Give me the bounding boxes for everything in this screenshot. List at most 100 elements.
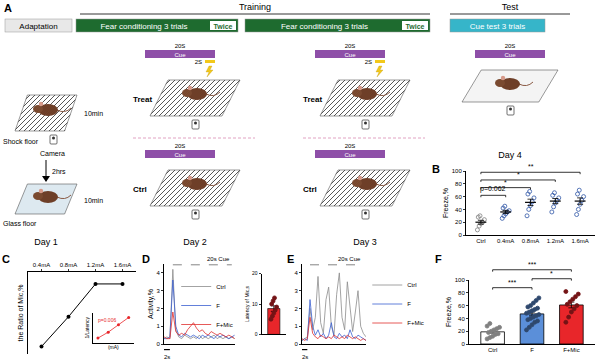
svg-text:Treat: Treat	[133, 95, 152, 104]
svg-text:Ctrl: Ctrl	[303, 185, 317, 194]
svg-text:(mA): (mA)	[108, 344, 119, 350]
svg-text:***: ***	[508, 279, 516, 286]
svg-text:3: 3	[294, 288, 298, 294]
svg-text:F: F	[407, 301, 411, 307]
html-text:D: D	[142, 253, 150, 265]
svg-text:20S: 20S	[345, 143, 356, 149]
svg-text:Ctrl: Ctrl	[133, 185, 147, 194]
svg-text:F+Mic: F+Mic	[407, 320, 424, 326]
svg-text:2s: 2s	[164, 354, 170, 360]
svg-text:Cue: Cue	[174, 152, 186, 158]
svg-text:20S: 20S	[345, 43, 356, 49]
svg-text:Day 3: Day 3	[353, 237, 377, 247]
svg-text:Twice: Twice	[214, 23, 233, 30]
svg-text:Glass floor: Glass floor	[3, 220, 37, 227]
svg-text:0.4mA: 0.4mA	[497, 238, 514, 244]
svg-text:Adaptation: Adaptation	[19, 22, 57, 31]
svg-text:***: ***	[528, 261, 536, 268]
svg-text:0: 0	[255, 331, 258, 337]
html-text:B: B	[432, 163, 440, 175]
svg-text:4: 4	[156, 270, 160, 276]
svg-text:Day 2: Day 2	[183, 237, 207, 247]
svg-text:1/Latency: 1/Latency	[84, 316, 90, 338]
svg-text:60: 60	[455, 194, 462, 200]
svg-text:Latency of Mic,s: Latency of Mic,s	[244, 285, 250, 322]
svg-text:4: 4	[294, 270, 298, 276]
svg-text:1.2mA: 1.2mA	[547, 238, 564, 244]
svg-text:40: 40	[458, 316, 465, 322]
svg-text:the Ratio of Mic,%: the Ratio of Mic,%	[17, 285, 24, 342]
svg-text:Cue: Cue	[344, 52, 356, 58]
svg-text:0.4mA: 0.4mA	[33, 262, 50, 268]
svg-text:Fear conditioning 3 trials: Fear conditioning 3 trials	[100, 22, 187, 31]
svg-text:80: 80	[455, 181, 462, 187]
svg-text:Activity,%: Activity,%	[147, 289, 155, 319]
svg-text:Fear conditioning 3 trials: Fear conditioning 3 trials	[281, 22, 368, 31]
svg-text:Cue: Cue	[504, 52, 516, 58]
svg-text:0: 0	[458, 232, 462, 238]
svg-text:Twice: Twice	[406, 23, 425, 30]
svg-text:1.6mA: 1.6mA	[571, 238, 588, 244]
svg-text:Cue test 3 trials: Cue test 3 trials	[470, 22, 526, 31]
svg-text:Cue: Cue	[344, 152, 356, 158]
svg-text:Shock floor: Shock floor	[3, 138, 39, 145]
svg-text:Test: Test	[502, 2, 519, 12]
svg-text:20s Cue: 20s Cue	[207, 256, 230, 262]
svg-text:20: 20	[458, 328, 465, 334]
svg-text:2s: 2s	[302, 354, 308, 360]
svg-text:1: 1	[294, 323, 298, 329]
svg-text:Ctrl: Ctrl	[476, 238, 485, 244]
svg-text:2S: 2S	[195, 59, 202, 65]
svg-text:F: F	[530, 347, 534, 353]
svg-text:Day 4: Day 4	[498, 150, 522, 160]
svg-text:20s Cue: 20s Cue	[338, 256, 361, 262]
svg-text:20S: 20S	[175, 43, 186, 49]
svg-text:0: 0	[156, 341, 160, 347]
svg-text:Training: Training	[239, 2, 271, 12]
svg-text:Camera: Camera	[40, 150, 65, 157]
svg-text:**: **	[528, 163, 534, 170]
svg-text:0: 0	[461, 341, 465, 347]
svg-text:10: 10	[252, 301, 258, 307]
svg-text:F+Mic: F+Mic	[563, 347, 580, 353]
svg-text:20: 20	[455, 219, 462, 225]
svg-text:10min: 10min	[84, 197, 103, 204]
svg-text:*: *	[504, 179, 507, 186]
svg-text:Day 1: Day 1	[34, 237, 58, 247]
svg-text:*: *	[550, 270, 553, 277]
svg-text:0.8mA: 0.8mA	[60, 262, 77, 268]
svg-text:2: 2	[294, 306, 298, 312]
svg-text:p=0.062: p=0.062	[480, 185, 506, 193]
svg-text:Ctrl: Ctrl	[216, 284, 225, 290]
svg-text:Treat: Treat	[303, 95, 322, 104]
svg-text:100: 100	[455, 277, 466, 283]
svg-text:40: 40	[455, 207, 462, 213]
svg-text:Ctrl: Ctrl	[407, 282, 416, 288]
svg-text:20S: 20S	[505, 43, 516, 49]
svg-text:20S: 20S	[175, 143, 186, 149]
svg-text:Ctrl: Ctrl	[488, 347, 497, 353]
svg-text:0: 0	[294, 341, 298, 347]
svg-text:p=0.006: p=0.006	[98, 317, 116, 323]
svg-text:3: 3	[156, 288, 160, 294]
svg-text:*: *	[517, 171, 520, 178]
svg-text:F+Mic: F+Mic	[216, 322, 233, 328]
svg-text:20: 20	[252, 270, 258, 276]
svg-text:100: 100	[452, 168, 463, 174]
svg-text:Freeze,%: Freeze,%	[442, 188, 449, 218]
svg-text:1.2mA: 1.2mA	[87, 262, 104, 268]
svg-text:1.6mA: 1.6mA	[114, 262, 131, 268]
svg-text:60: 60	[458, 303, 465, 309]
svg-text:2: 2	[156, 306, 160, 312]
svg-text:Freeze,%: Freeze,%	[445, 297, 452, 327]
svg-text:A: A	[4, 2, 12, 14]
svg-text:2hrs: 2hrs	[52, 168, 66, 175]
svg-text:0.8mA: 0.8mA	[522, 238, 539, 244]
html-text:C: C	[2, 253, 10, 265]
svg-text:10min: 10min	[84, 110, 103, 117]
svg-text:80: 80	[458, 290, 465, 296]
svg-text:2S: 2S	[365, 59, 372, 65]
svg-text:1: 1	[156, 323, 160, 329]
svg-text:F: F	[216, 303, 220, 309]
svg-text:Cue: Cue	[174, 52, 186, 58]
